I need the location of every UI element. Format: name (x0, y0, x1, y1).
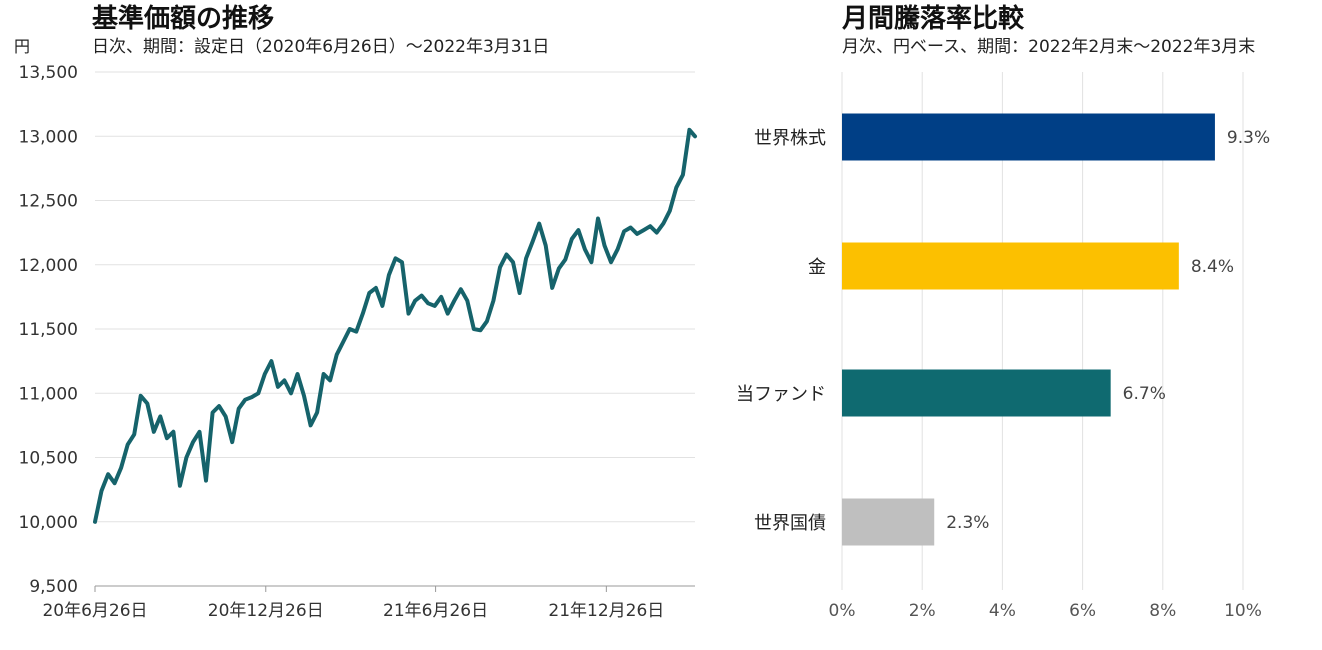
bar-chart-category-label: 世界株式 (754, 128, 826, 149)
bar-chart-data-label: 8.4% (1191, 257, 1234, 277)
bar-chart-x-tick-label: 10% (1224, 601, 1262, 621)
bar-chart-bar (842, 369, 1111, 417)
bar-chart-category-label: 当ファンド (736, 384, 826, 405)
line-chart-x-ticks: 20年6月26日 20年12月26日 21年6月26日 21年12月26日 (42, 586, 664, 621)
bar-chart-x-tick-label: 0% (829, 601, 856, 621)
bar-chart-x-tick-label: 6% (1069, 601, 1096, 621)
bar-chart-x-ticks: 0% 2% 4% 6% 8% 10% (829, 601, 1262, 621)
line-chart-y-unit: 円 (14, 37, 30, 56)
line-chart-y-tick-label: 10,500 (19, 449, 78, 469)
line-chart-x-tick-label: 20年12月26日 (208, 601, 324, 621)
bar-chart-data-label: 6.7% (1123, 384, 1166, 404)
line-chart-gridlines (95, 71, 695, 587)
line-chart-x-tick-label: 21年12月26日 (548, 601, 664, 621)
bar-chart-data-label: 2.3% (946, 513, 989, 533)
line-chart-y-tick-label: 11,000 (19, 384, 78, 404)
line-chart-x-tick-label: 20年6月26日 (42, 601, 147, 621)
bar-chart-bar (842, 113, 1215, 161)
bar-chart-data-label: 9.3% (1227, 128, 1270, 148)
line-chart-series-line (93, 127, 697, 524)
bar-chart-x-tick-label: 4% (989, 601, 1016, 621)
line-chart-title: 基準価額の推移 (92, 3, 274, 34)
line-chart-y-tick-label: 11,500 (19, 320, 78, 340)
bar-chart-title: 月間騰落率比較 (841, 3, 1025, 34)
bar-chart-bars: 9.3% 世界株式 8.4% 金 6.7% 当ファンド 2.3% 世界国債 (736, 113, 1270, 546)
bar-chart-category-label: 世界国債 (754, 513, 826, 534)
bar-chart-bar (842, 498, 935, 546)
line-chart-y-tick-label: 13,500 (19, 63, 78, 83)
bar-chart-x-tick-label: 8% (1149, 601, 1176, 621)
line-chart-y-tick-label: 10,000 (19, 513, 78, 533)
bar-chart-bar (842, 242, 1179, 290)
line-chart-y-ticks: 9,500 10,000 10,500 11,000 11,500 12,000 12,50… (19, 63, 78, 597)
bar-chart-category-label: 金 (808, 257, 826, 278)
line-chart-y-tick-label: 13,000 (19, 127, 78, 147)
line-chart-y-tick-label: 12,000 (19, 256, 78, 276)
line-chart-y-tick-label: 12,500 (19, 192, 78, 212)
bar-chart-subtitle: 月次、円ベース、期間：2022年2月末～2022年3月末 (842, 37, 1255, 57)
line-chart-subtitle: 日次、期間：設定日（2020年6月26日）～2022年3月31日 (92, 37, 549, 57)
line-chart-y-tick-label: 9,500 (29, 577, 78, 597)
line-chart-series (93, 127, 697, 524)
line-chart-x-tick-label: 21年6月26日 (383, 601, 488, 621)
bar-chart-x-tick-label: 2% (909, 601, 936, 621)
